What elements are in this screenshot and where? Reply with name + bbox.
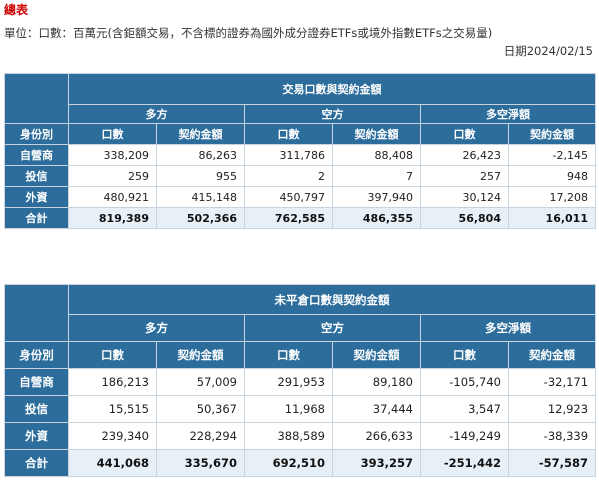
table-cell: 37,444 <box>332 395 421 423</box>
table-cell: 259 <box>68 165 157 187</box>
group-header-long: 多方 <box>68 104 245 124</box>
table-cell: 291,953 <box>244 368 333 396</box>
table-title: 未平倉口數與契約金額 <box>67 284 597 315</box>
table-cell: -38,339 <box>507 422 597 450</box>
page-title: 總表 <box>4 3 29 17</box>
table-row: 外資 239,340 228,294 388,589 266,633 -149,… <box>4 422 597 450</box>
table-cell: 15,515 <box>68 395 157 423</box>
unit-note: 單位：口數：百萬元(含鉅額交易，不含標的證券為國外成分證券ETFs或境外指數ET… <box>4 26 493 40</box>
total-row: 合計 819,389 502,366 762,585 486,355 56,80… <box>4 207 596 229</box>
open-interest-table: 未平倉口數與契約金額 多方 空方 多空淨額 身份別 口數 契約金額 口數 契約金… <box>4 284 597 477</box>
group-header-long: 多方 <box>68 314 245 342</box>
table-cell: 88,408 <box>332 144 421 166</box>
row-label: 自營商 <box>4 368 69 396</box>
date-note: 日期2024/02/15 <box>503 44 593 58</box>
table-cell: -149,249 <box>420 422 509 450</box>
total-cell: 762,585 <box>244 207 333 229</box>
row-label: 合計 <box>4 449 69 477</box>
table-cell: -2,145 <box>508 144 596 166</box>
total-row: 合計 441,068 335,670 692,510 393,257 -251,… <box>4 449 597 477</box>
table-cell: 415,148 <box>156 186 245 208</box>
table-row: 投信 259 955 2 7 257 948 <box>4 165 596 187</box>
table-cell: 228,294 <box>156 422 245 450</box>
table-cell: 89,180 <box>332 368 421 396</box>
table-cell: 2 <box>244 165 333 187</box>
table-cell: 12,923 <box>507 395 597 423</box>
total-cell: 819,389 <box>68 207 157 229</box>
column-header: 口數 <box>244 123 333 145</box>
table-cell: 3,547 <box>420 395 509 423</box>
table-cell: 186,213 <box>68 368 157 396</box>
group-header-short: 空方 <box>244 104 421 124</box>
table-row: 自營商 338,209 86,263 311,786 88,408 26,423… <box>4 144 596 166</box>
total-cell: 393,257 <box>332 449 421 477</box>
column-header: 身份別 <box>4 123 69 145</box>
column-header: 契約金額 <box>332 341 421 369</box>
table-cell: 26,423 <box>420 144 509 166</box>
column-header: 口數 <box>420 341 509 369</box>
table-cell: 257 <box>420 165 509 187</box>
table-cell: 17,208 <box>508 186 596 208</box>
table-cell: 30,124 <box>420 186 509 208</box>
total-cell: 335,670 <box>156 449 245 477</box>
table-cell: 239,340 <box>68 422 157 450</box>
table-row: 自營商 186,213 57,009 291,953 89,180 -105,7… <box>4 368 597 396</box>
group-header-net: 多空淨額 <box>420 104 596 124</box>
corner-cell <box>4 73 69 124</box>
row-label: 外資 <box>4 422 69 450</box>
column-header: 身份別 <box>4 341 69 369</box>
table-cell: 311,786 <box>244 144 333 166</box>
column-header: 契約金額 <box>156 341 245 369</box>
total-cell: -251,442 <box>420 449 509 477</box>
table-cell: 50,367 <box>156 395 245 423</box>
table-cell: 397,940 <box>332 186 421 208</box>
table-cell: 11,968 <box>244 395 333 423</box>
total-cell: -57,587 <box>507 449 597 477</box>
total-cell: 16,011 <box>508 207 596 229</box>
column-header: 口數 <box>68 123 157 145</box>
corner-cell <box>4 284 69 342</box>
column-header: 契約金額 <box>507 341 597 369</box>
table-cell: 7 <box>332 165 421 187</box>
column-header: 契約金額 <box>332 123 421 145</box>
table-cell: 388,589 <box>244 422 333 450</box>
table-cell: 948 <box>508 165 596 187</box>
column-header: 口數 <box>244 341 333 369</box>
table-row: 投信 15,515 50,367 11,968 37,444 3,547 12,… <box>4 395 597 423</box>
table-cell: -32,171 <box>507 368 597 396</box>
total-cell: 56,804 <box>420 207 509 229</box>
column-header: 口數 <box>68 341 157 369</box>
table-row: 外資 480,921 415,148 450,797 397,940 30,12… <box>4 186 596 208</box>
total-cell: 502,366 <box>156 207 245 229</box>
row-label: 投信 <box>4 395 69 423</box>
trading-volume-table: 交易口數與契約金額 多方 空方 多空淨額 身份別 口數 契約金額 口數 契約金額… <box>4 73 596 229</box>
row-label: 外資 <box>4 186 69 208</box>
total-cell: 486,355 <box>332 207 421 229</box>
total-cell: 441,068 <box>68 449 157 477</box>
table-cell: 57,009 <box>156 368 245 396</box>
table-cell: 86,263 <box>156 144 245 166</box>
group-header-short: 空方 <box>244 314 421 342</box>
column-header: 口數 <box>420 123 509 145</box>
row-label: 自營商 <box>4 144 69 166</box>
row-label: 合計 <box>4 207 69 229</box>
column-header: 契約金額 <box>508 123 596 145</box>
total-cell: 692,510 <box>244 449 333 477</box>
table-cell: 338,209 <box>68 144 157 166</box>
column-header: 契約金額 <box>156 123 245 145</box>
table-cell: 266,633 <box>332 422 421 450</box>
table-cell: 480,921 <box>68 186 157 208</box>
table-title: 交易口數與契約金額 <box>68 73 596 105</box>
table-cell: 450,797 <box>244 186 333 208</box>
table-cell: -105,740 <box>420 368 509 396</box>
table-cell: 955 <box>156 165 245 187</box>
group-header-net: 多空淨額 <box>419 314 597 342</box>
row-label: 投信 <box>4 165 69 187</box>
